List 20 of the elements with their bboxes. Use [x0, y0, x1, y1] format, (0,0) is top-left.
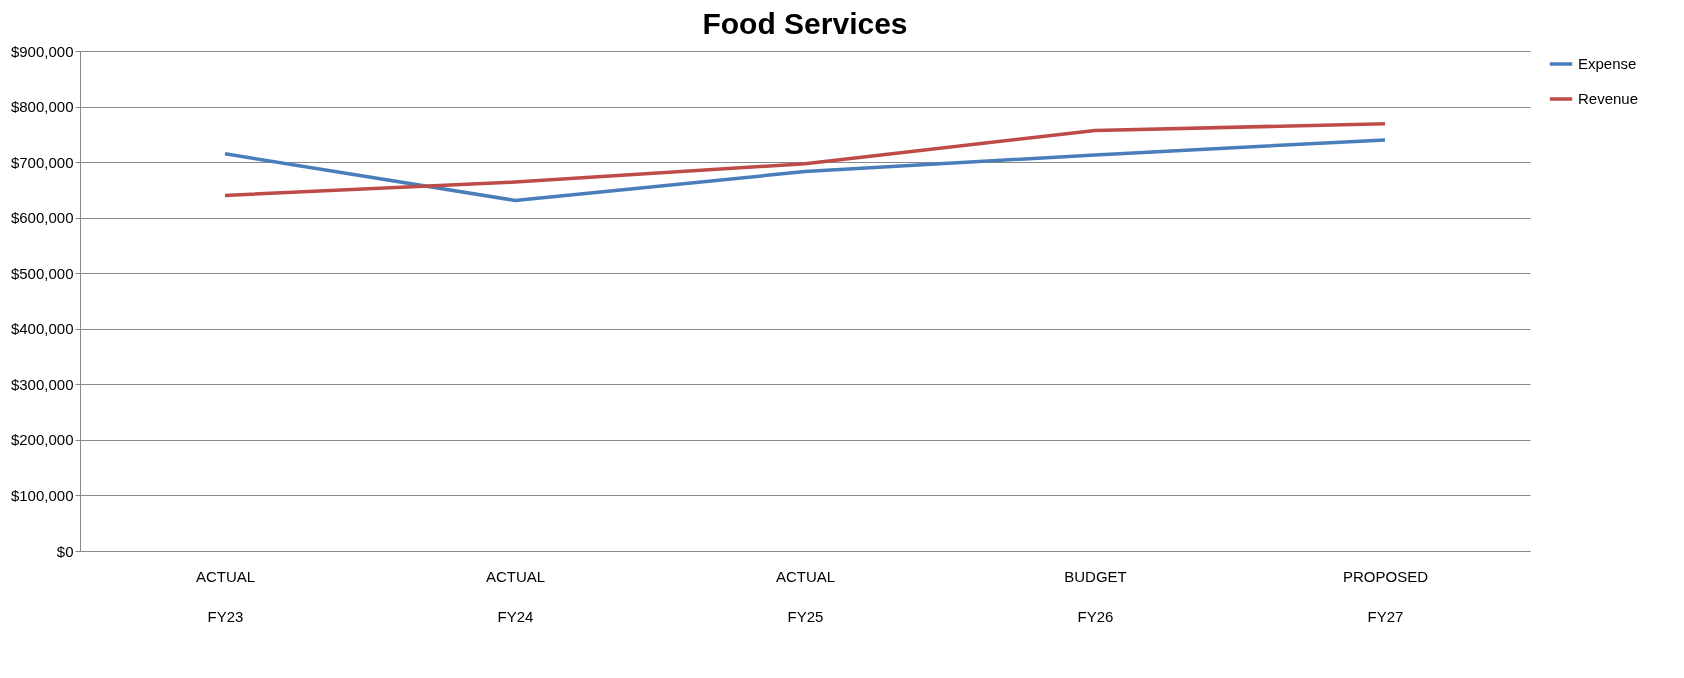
- y-tick-label: $600,000: [10, 209, 74, 227]
- y-tick-label: $300,000: [10, 375, 74, 393]
- y-tick-label: $900,000: [10, 42, 74, 60]
- category-label: ACTUAL FY24: [485, 567, 546, 625]
- y-tick-label: $500,000: [10, 264, 74, 282]
- y-tick-label: $800,000: [10, 98, 74, 116]
- y-tick-label: $200,000: [10, 431, 74, 449]
- chart-title: Food Services: [702, 7, 908, 40]
- category-label: PROPOSED FY27: [1342, 567, 1429, 625]
- line-series: [223, 122, 1387, 198]
- legend-label: Revenue: [1578, 90, 1639, 107]
- category-label: ACTUAL FY25: [775, 567, 836, 625]
- line-series: [223, 138, 1387, 203]
- y-tick-label: $100,000: [10, 486, 74, 504]
- category-label: ACTUAL FY23: [195, 567, 256, 625]
- legend-label: Expense: [1578, 55, 1637, 72]
- y-tick-label: $400,000: [10, 320, 74, 338]
- y-tick-label: $700,000: [10, 153, 74, 171]
- y-tick-label: $0: [56, 542, 74, 560]
- category-label: BUDGET FY26: [1064, 567, 1127, 625]
